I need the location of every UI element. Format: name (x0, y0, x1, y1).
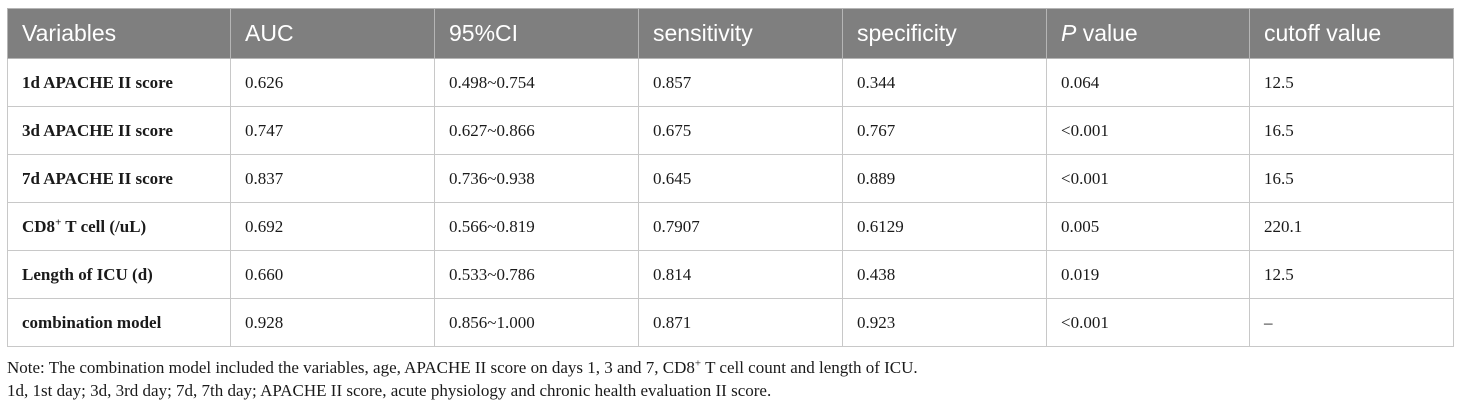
header-auc: AUC (230, 8, 435, 59)
cell-variable: combination model (7, 298, 231, 347)
cell-cutoff: – (1249, 298, 1454, 347)
cell-specificity: 0.923 (842, 298, 1047, 347)
table-row: 7d APACHE II score 0.837 0.736~0.938 0.6… (7, 154, 1454, 203)
table-row: 1d APACHE II score 0.626 0.498~0.754 0.8… (7, 58, 1454, 107)
cell-specificity: 0.438 (842, 250, 1047, 299)
cell-variable: Length of ICU (d) (7, 250, 231, 299)
cell-auc: 0.626 (230, 58, 435, 107)
cd8-superscript: + (55, 215, 62, 228)
cell-variable: 7d APACHE II score (7, 154, 231, 203)
note-line-1-text: Note: The combination model included the… (7, 358, 695, 377)
note-superscript: + (694, 357, 702, 370)
note-line-2: 1d, 1st day; 3d, 3rd day; 7d, 7th day; A… (7, 381, 772, 400)
roc-results-table: Variables AUC 95%CI sensitivity specific… (7, 8, 1454, 347)
cell-p-value: <0.001 (1046, 298, 1250, 347)
cell-sensitivity: 0.7907 (638, 202, 843, 251)
cell-sensitivity: 0.814 (638, 250, 843, 299)
cell-p-value: 0.005 (1046, 202, 1250, 251)
cell-cutoff: 220.1 (1249, 202, 1454, 251)
table-row: combination model 0.928 0.856~1.000 0.87… (7, 298, 1454, 347)
header-95ci: 95%CI (434, 8, 639, 59)
cell-cutoff: 16.5 (1249, 106, 1454, 155)
header-sensitivity: sensitivity (638, 8, 843, 59)
cell-sensitivity: 0.675 (638, 106, 843, 155)
cell-p-value: <0.001 (1046, 154, 1250, 203)
cell-specificity: 0.889 (842, 154, 1047, 203)
cell-sensitivity: 0.645 (638, 154, 843, 203)
cell-variable: 1d APACHE II score (7, 58, 231, 107)
header-cutoff: cutoff value (1249, 8, 1454, 59)
header-specificity: specificity (842, 8, 1047, 59)
note-line-1-suffix: T cell count and length of ICU. (701, 358, 918, 377)
cell-cutoff: 16.5 (1249, 154, 1454, 203)
cell-ci: 0.736~0.938 (434, 154, 639, 203)
cell-specificity: 0.344 (842, 58, 1047, 107)
header-p-italic: P (1061, 20, 1077, 46)
cd8-label: CD8 (22, 216, 56, 236)
cell-auc: 0.747 (230, 106, 435, 155)
cd8-label-suffix: T cell (/uL) (61, 216, 147, 236)
cell-p-value: 0.019 (1046, 250, 1250, 299)
cell-ci: 0.627~0.866 (434, 106, 639, 155)
cell-auc: 0.837 (230, 154, 435, 203)
cell-sensitivity: 0.871 (638, 298, 843, 347)
cell-ci: 0.856~1.000 (434, 298, 639, 347)
cell-ci: 0.498~0.754 (434, 58, 639, 107)
table-header-row: Variables AUC 95%CI sensitivity specific… (7, 8, 1454, 59)
cell-specificity: 0.6129 (842, 202, 1047, 251)
cell-specificity: 0.767 (842, 106, 1047, 155)
cell-auc: 0.660 (230, 250, 435, 299)
cell-p-value: 0.064 (1046, 58, 1250, 107)
table-row: CD8+ T cell (/uL) 0.692 0.566~0.819 0.79… (7, 202, 1454, 251)
header-p-rest: value (1076, 20, 1138, 46)
cell-variable: CD8+ T cell (/uL) (7, 202, 231, 251)
table-row: 3d APACHE II score 0.747 0.627~0.866 0.6… (7, 106, 1454, 155)
note-line-1: Note: The combination model included the… (7, 356, 1453, 379)
cell-ci: 0.533~0.786 (434, 250, 639, 299)
header-variables: Variables (7, 8, 231, 59)
cell-p-value: <0.001 (1046, 106, 1250, 155)
table-row: Length of ICU (d) 0.660 0.533~0.786 0.81… (7, 250, 1454, 299)
cell-cutoff: 12.5 (1249, 58, 1454, 107)
cell-cutoff: 12.5 (1249, 250, 1454, 299)
cell-auc: 0.928 (230, 298, 435, 347)
results-table-container: Variables AUC 95%CI sensitivity specific… (7, 8, 1454, 402)
cell-variable: 3d APACHE II score (7, 106, 231, 155)
table-notes: Note: The combination model included the… (7, 356, 1453, 402)
header-p-value: P value (1046, 8, 1250, 59)
cell-sensitivity: 0.857 (638, 58, 843, 107)
cell-ci: 0.566~0.819 (434, 202, 639, 251)
cell-auc: 0.692 (230, 202, 435, 251)
